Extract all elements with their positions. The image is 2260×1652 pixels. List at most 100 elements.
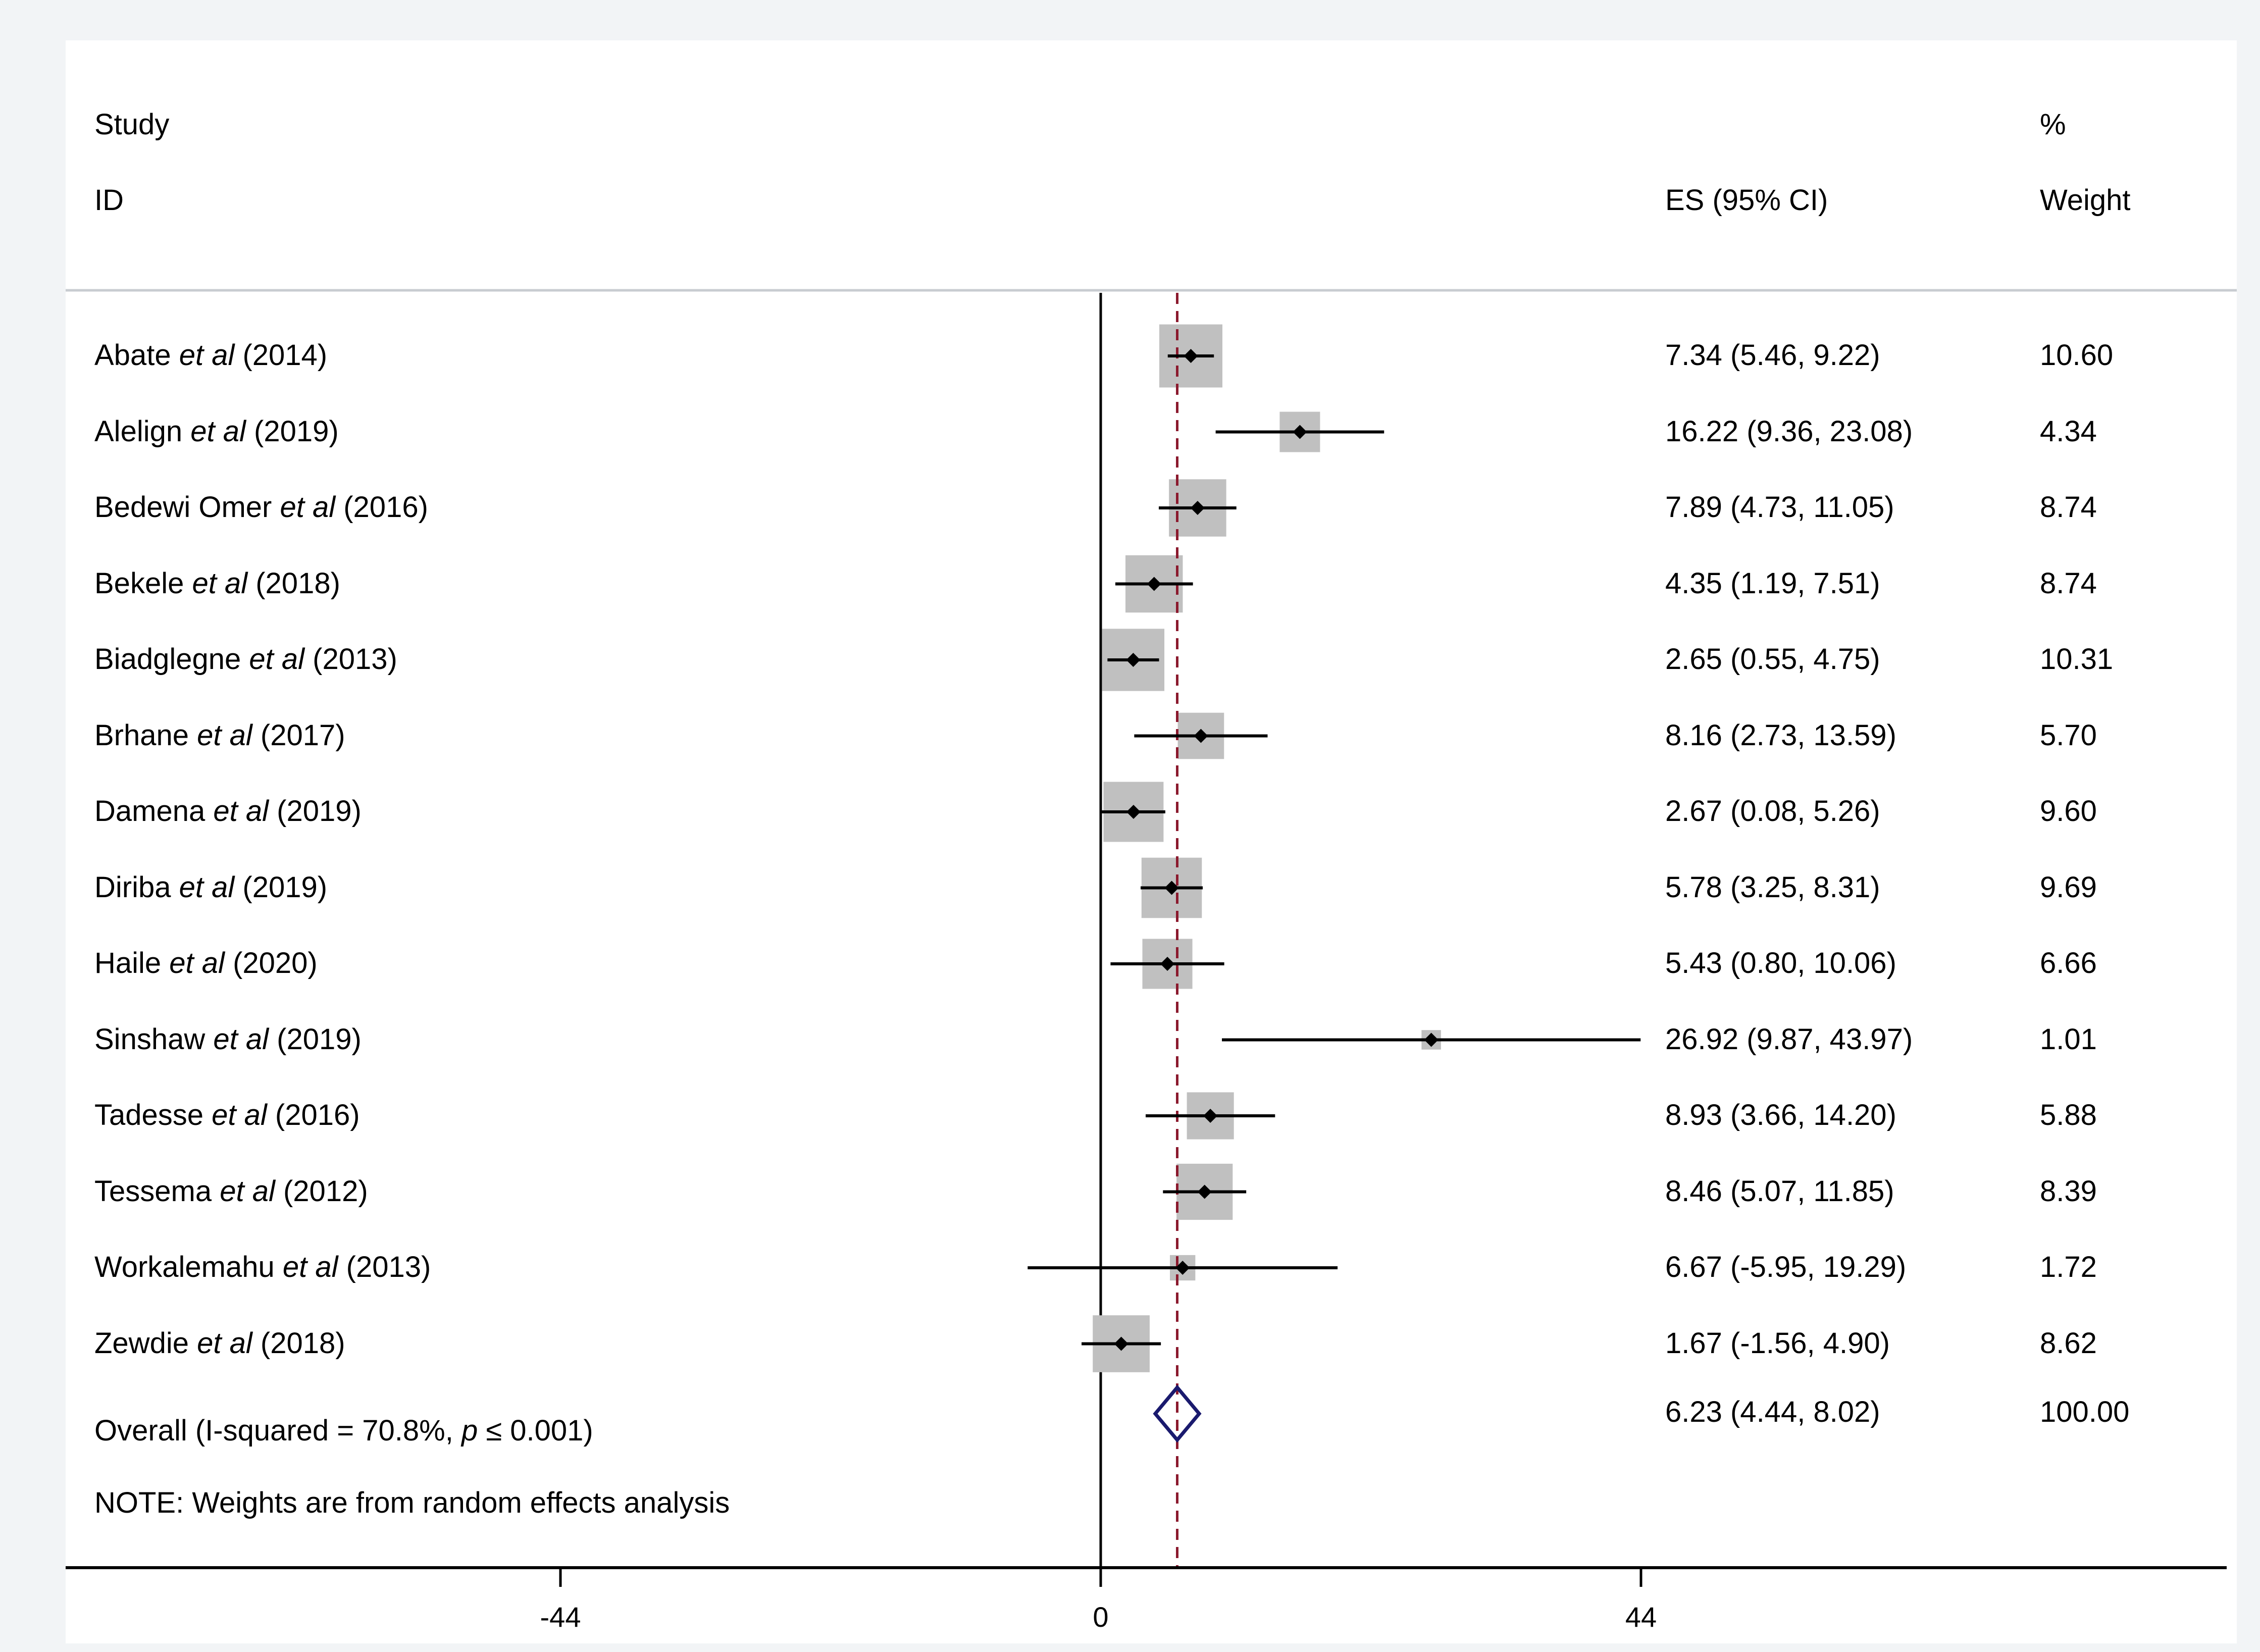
study-es-label: 4.35 (1.19, 7.51)	[1665, 566, 1880, 600]
study-year: (2012)	[283, 1174, 368, 1208]
tick-label-zero: 0	[1093, 1601, 1109, 1633]
study-es-label: 7.34 (5.46, 9.22)	[1665, 339, 1880, 372]
study-year: (2020)	[233, 947, 318, 979]
study-es-label: 6.67 (-5.95, 19.29)	[1665, 1251, 1907, 1283]
study-weight-label: 10.60	[2040, 339, 2114, 372]
study-weight-label: 6.66	[2040, 947, 2097, 979]
study-label: Haile et al (2020)	[94, 949, 318, 978]
point-estimate	[1194, 729, 1208, 743]
study-label: Damena et al (2019)	[94, 797, 362, 826]
study-author: Alelign	[94, 415, 183, 448]
study-author: Bedewi Omer	[94, 491, 272, 524]
study-etal: et al	[249, 643, 305, 676]
overall-label-p: p	[461, 1414, 478, 1447]
study-label: Bedewi Omer et al (2016)	[94, 493, 428, 522]
plot-panel	[66, 40, 2237, 1643]
study-es-label: 5.78 (3.25, 8.31)	[1665, 870, 1880, 904]
study-year: (2019)	[254, 415, 339, 448]
point-estimate	[1114, 1336, 1128, 1351]
tick-label-neg: -44	[540, 1601, 581, 1633]
study-es-label: 7.89 (4.73, 11.05)	[1665, 491, 1894, 524]
study-etal: et al	[190, 415, 246, 448]
study-etal: et al	[280, 491, 336, 524]
study-year: (2019)	[277, 1022, 362, 1056]
study-label: Alelign et al (2019)	[94, 417, 339, 446]
header-study: Study	[94, 108, 170, 141]
study-etal: et al	[212, 1099, 267, 1131]
point-estimate	[1126, 805, 1141, 819]
study-author: Workalemahu	[94, 1251, 275, 1283]
overall-label-suffix: ≤ 0.001)	[478, 1414, 593, 1447]
study-year: (2016)	[275, 1099, 360, 1131]
point-estimate	[1184, 349, 1198, 363]
note: NOTE: Weights are from random effects an…	[94, 1486, 730, 1519]
header-es: ES (95% CI)	[1665, 184, 1828, 217]
study-weight-label: 10.31	[2040, 643, 2114, 676]
study-label: Biadglegne et al (2013)	[94, 645, 397, 674]
study-author: Brhane	[94, 718, 189, 752]
study-es-label: 8.46 (5.07, 11.85)	[1665, 1174, 1894, 1208]
study-es-label: 8.93 (3.66, 14.20)	[1665, 1099, 1896, 1131]
study-es-label: 5.43 (0.80, 10.06)	[1665, 947, 1896, 979]
study-etal: et al	[220, 1174, 275, 1208]
study-year: (2019)	[242, 870, 328, 904]
overall-es-label: 6.23 (4.44, 8.02)	[1665, 1396, 1880, 1428]
study-es-label: 1.67 (-1.56, 4.90)	[1665, 1326, 1890, 1360]
study-year: (2018)	[255, 566, 340, 600]
study-etal: et al	[197, 718, 252, 752]
study-etal: et al	[192, 566, 248, 600]
study-author: Tessema	[94, 1174, 212, 1208]
overall-label-prefix: Overall (I-squared = 70.8%,	[94, 1414, 461, 1447]
study-label: Tessema et al (2012)	[94, 1174, 368, 1208]
study-author: Biadglegne	[94, 643, 241, 676]
study-year: (2013)	[313, 643, 397, 676]
study-label: Diriba et al (2019)	[94, 870, 328, 904]
header-percent: %	[2040, 108, 2066, 141]
study-author: Diriba	[94, 870, 171, 904]
study-label: Abate et al (2014)	[94, 341, 327, 370]
study-es-label: 8.16 (2.73, 13.59)	[1665, 718, 1896, 752]
point-estimate	[1147, 577, 1161, 591]
study-etal: et al	[213, 795, 269, 828]
study-es-label: 26.92 (9.87, 43.97)	[1665, 1022, 1913, 1056]
overall-label: Overall (I-squared = 70.8%, p ≤ 0.001)	[94, 1416, 593, 1446]
point-estimate	[1126, 653, 1141, 667]
point-estimate	[1190, 501, 1205, 515]
study-weight-label: 8.39	[2040, 1174, 2097, 1208]
study-author: Tadesse	[94, 1099, 204, 1131]
point-estimate	[1164, 881, 1179, 895]
study-es-label: 16.22 (9.36, 23.08)	[1665, 415, 1913, 448]
header-id: ID	[94, 184, 124, 217]
study-etal: et al	[197, 1326, 252, 1360]
study-etal: et al	[179, 870, 235, 904]
study-year: (2014)	[242, 339, 328, 372]
point-estimate	[1160, 957, 1175, 971]
study-weight-label: 8.62	[2040, 1326, 2097, 1360]
overall-weight-label: 100.00	[2040, 1396, 2130, 1428]
study-label: Brhane et al (2017)	[94, 718, 345, 752]
point-estimate	[1203, 1109, 1218, 1123]
point-estimate	[1197, 1184, 1212, 1199]
study-etal: et al	[213, 1022, 269, 1056]
overall-diamond	[1153, 1384, 1202, 1443]
study-label: Bekele et al (2018)	[94, 569, 340, 598]
study-label: Zewdie et al (2018)	[94, 1326, 345, 1360]
study-es-label: 2.65 (0.55, 4.75)	[1665, 643, 1880, 676]
study-author: Haile	[94, 947, 162, 979]
point-estimate	[1175, 1261, 1190, 1275]
study-es-label: 2.67 (0.08, 5.26)	[1665, 795, 1880, 828]
study-weight-label: 5.70	[2040, 718, 2097, 752]
study-weight-label: 8.74	[2040, 491, 2097, 524]
study-author: Bekele	[94, 566, 184, 600]
study-weight-label: 1.01	[2040, 1022, 2097, 1056]
study-weight-label: 9.69	[2040, 870, 2097, 904]
study-label: Tadesse et al (2016)	[94, 1101, 360, 1130]
study-weight-label: 1.72	[2040, 1251, 2097, 1283]
study-author: Sinshaw	[94, 1022, 206, 1056]
point-estimate	[1424, 1032, 1439, 1047]
study-year: (2018)	[260, 1326, 345, 1360]
study-label: Workalemahu et al (2013)	[94, 1253, 431, 1282]
study-author: Abate	[94, 339, 171, 372]
study-weight-label: 9.60	[2040, 795, 2097, 828]
